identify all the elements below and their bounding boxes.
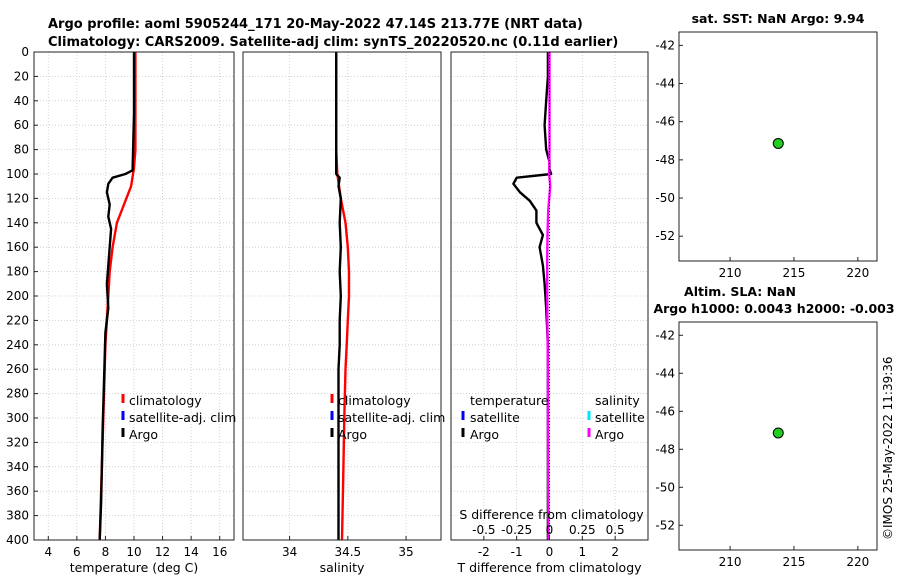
difference-xtick-label: 0: [546, 545, 554, 559]
difference-legend-salinity-title: salinity: [595, 393, 640, 408]
temperature-ytick-label: 100: [6, 167, 29, 181]
map-sla-ytick-label: -52: [655, 518, 675, 532]
temperature-legend-label: Argo: [129, 427, 158, 442]
temperature-ytick-label: 380: [6, 509, 29, 523]
temperature-ytick-label: 140: [6, 216, 29, 230]
difference-legend-temperature-label: Argo: [470, 427, 499, 442]
map-sst-ytick-label: -46: [655, 115, 675, 129]
temperature-ytick-label: 40: [14, 94, 29, 108]
map-sla-title-line1: Altim. SLA: NaN: [684, 284, 796, 299]
temperature-xtick-label: 16: [212, 545, 227, 559]
temperature-legend-label: satellite-adj. clim: [129, 410, 236, 425]
map-sst-ytick-label: -52: [655, 229, 675, 243]
map-sla-axes-frame: [678, 321, 878, 551]
map-sla-xtick-label: 220: [846, 555, 869, 569]
salinity-axes-frame: [242, 51, 442, 541]
map-sla-xtick-label: 215: [783, 555, 806, 569]
temperature-xtick-label: 12: [155, 545, 170, 559]
temperature-ytick-label: 80: [14, 143, 29, 157]
salinity-series-argo: [335, 52, 342, 540]
map-sla-ytick-label: -50: [655, 480, 675, 494]
salinity-xtick-label: 35: [398, 545, 413, 559]
temperature-ytick-label: 240: [6, 338, 29, 352]
temperature-xtick-label: 10: [126, 545, 141, 559]
temperature-ytick-label: 260: [6, 362, 29, 376]
difference-top-tick-label: 0.25: [569, 523, 596, 537]
map-sla-ytick-label: -44: [655, 366, 675, 380]
difference-legend-salinity-label: Argo: [595, 427, 624, 442]
map-sst-xtick-label: 215: [783, 266, 806, 280]
salinity-legend-label: climatology: [338, 393, 411, 408]
map-sst-title: sat. SST: NaN Argo: 9.94: [692, 11, 865, 26]
difference-xtick-label: 1: [579, 545, 587, 559]
temperature-legend-label: climatology: [129, 393, 202, 408]
figure-title-line1: Argo profile: aoml 5905244_171 20-May-20…: [48, 17, 583, 32]
temperature-ytick-label: 220: [6, 313, 29, 327]
salinity-xtick-label: 34: [282, 545, 297, 559]
temperature-ytick-label: 340: [6, 460, 29, 474]
difference-top-tick-label: 0: [546, 523, 554, 537]
difference-series-salinity-argo: [546, 52, 552, 541]
salinity-xlabel: salinity: [320, 560, 365, 575]
map-sst-ytick-label: -50: [655, 191, 675, 205]
difference-top-tick-label: -0.5: [472, 523, 495, 537]
temperature-ytick-label: 160: [6, 240, 29, 254]
temperature-ytick-label: 180: [6, 265, 29, 279]
salinity-legend-label: satellite-adj. clim: [338, 410, 445, 425]
map-sla-argo-location-marker: [772, 427, 784, 439]
temperature-ytick-label: 400: [6, 533, 29, 547]
temperature-xtick-label: 6: [73, 545, 81, 559]
temperature-ytick-label: 200: [6, 289, 29, 303]
difference-xtick-label: -1: [511, 545, 523, 559]
difference-top-tick-label: 0.5: [606, 523, 625, 537]
difference-top-tick-label: -0.25: [501, 523, 532, 537]
temperature-ytick-label: 0: [21, 45, 29, 59]
temperature-ytick-label: 280: [6, 387, 29, 401]
salinity-xtick-label: 34.5: [334, 545, 361, 559]
temperature-xlabel: temperature (deg C): [70, 560, 199, 575]
map-sla-ytick-label: -46: [655, 404, 675, 418]
salinity-legend-label: Argo: [338, 427, 367, 442]
difference-legend-salinity-label: satellite: [595, 410, 645, 425]
map-sla-title-line2: Argo h1000: 0.0043 h2000: -0.003: [653, 301, 894, 316]
map-sst-xtick-label: 210: [719, 266, 742, 280]
map-sst-argo-location-marker: [772, 137, 784, 149]
temperature-series-argo: [98, 52, 136, 541]
map-sst-ytick-label: -44: [655, 77, 675, 91]
map-sst-ytick-label: -42: [655, 38, 675, 52]
difference-top-xlabel: S difference from climatology: [459, 507, 644, 522]
imos-credit: ©IMOS 25-May-2022 11:39:36: [881, 356, 895, 540]
map-sst-ytick-label: -48: [655, 153, 675, 167]
temperature-ytick-label: 320: [6, 435, 29, 449]
salinity-series-climatology: [335, 52, 351, 541]
figure-title-line2: Climatology: CARS2009. Satellite-adj cli…: [48, 35, 618, 50]
temperature-ytick-label: 360: [6, 484, 29, 498]
map-sla-xtick-label: 210: [719, 555, 742, 569]
difference-xlabel: T difference from climatology: [456, 560, 642, 575]
temperature-ytick-label: 300: [6, 411, 29, 425]
temperature-xtick-label: 4: [44, 545, 52, 559]
temperature-ytick-label: 120: [6, 191, 29, 205]
map-sst-xtick-label: 220: [846, 266, 869, 280]
map-sla-ytick-label: -42: [655, 328, 675, 342]
difference-legend-temperature-title: temperature: [470, 393, 549, 408]
temperature-ytick-label: 60: [14, 118, 29, 132]
temperature-xtick-label: 14: [184, 545, 199, 559]
difference-xtick-label: 2: [611, 545, 619, 559]
map-sla-ytick-label: -48: [655, 442, 675, 456]
temperature-ytick-label: 20: [14, 69, 29, 83]
difference-legend-temperature-label: satellite: [470, 410, 520, 425]
map-sst-axes-frame: [678, 31, 878, 262]
difference-xtick-label: -2: [478, 545, 490, 559]
temperature-xtick-label: 8: [102, 545, 110, 559]
